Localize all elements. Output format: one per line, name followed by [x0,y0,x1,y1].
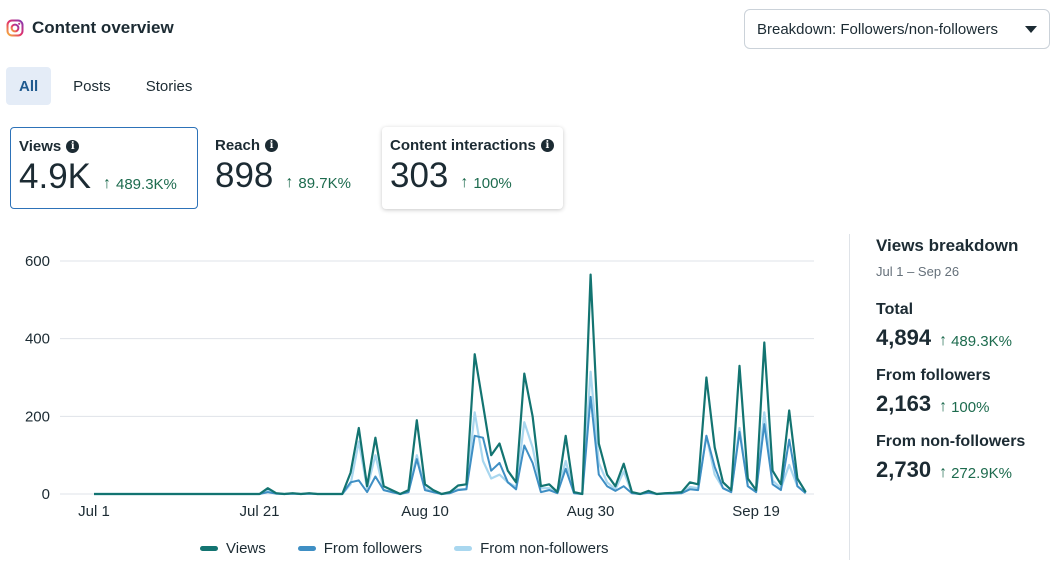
metric-label: Views [19,138,62,155]
legend-item-from-followers[interactable]: From followers [297,540,423,557]
metric-change: ↑ 489.3K% [103,175,177,193]
legend-swatch [200,546,218,551]
breakdown-label: Breakdown: Followers/non-followers [757,20,998,38]
page-title: Content overview [32,18,174,37]
tab-posts[interactable]: Posts [73,77,111,95]
x-tick-label: Jul 1 [78,503,110,520]
legend-item-views[interactable]: Views [200,540,266,557]
x-tick-label: Aug 30 [567,503,615,520]
metric-value: 4.9K [19,157,91,196]
info-icon[interactable]: i [540,139,554,152]
legend-item-from-non-followers[interactable]: From non-followers [454,540,608,557]
breakdown-change-value: 489.3K% [951,332,1012,350]
page-header: Content overview [6,18,174,38]
breakdown-change-value: 100% [951,398,990,416]
arrow-up-icon: ↑ [939,464,948,481]
instagram-icon [6,19,24,37]
breakdown-change: ↑ 272.9K% [939,464,1012,482]
breakdown-value: 2,163 [876,391,932,416]
metric-value: 303 [390,156,449,195]
breakdown-value: 4,894 [876,325,932,350]
breakdown-change: ↑ 100% [939,398,989,416]
breakdown-from-followers: From followers 2,163 ↑ 100% [876,367,1054,417]
breakdown-total: Total 4,894 ↑ 489.3K% [876,301,1054,351]
info-icon[interactable]: i [265,139,279,152]
metric-card-views[interactable]: Views i 4.9K ↑ 489.3K% [10,127,198,209]
views-chart-svg[interactable]: 0 200 400 600 Jul 1 Jul 21 Aug 10 Aug 30 Sep 19 [0,230,830,562]
metric-change: ↑ 89.7K% [285,174,351,192]
metric-card-content-interactions[interactable]: Content interactions i 303 ↑ 100% [382,127,563,209]
panel-divider [849,234,850,560]
legend-swatch [454,546,473,551]
metric-label: Reach [215,137,261,154]
breakdown-value: 2,730 [876,457,932,482]
content-tabs: All Posts Stories [6,67,214,105]
metric-card-reach[interactable]: Reach i 898 ↑ 89.7K% [207,127,375,209]
legend-label: From non-followers [480,540,609,557]
metric-change-value: 489.3K% [116,175,177,193]
breakdown-change: ↑ 489.3K% [939,332,1012,350]
breakdown-from-non-followers: From non-followers 2,730 ↑ 272.9K% [876,433,1054,483]
arrow-up-icon: ↑ [460,174,469,191]
series-line-views [94,273,807,496]
metric-change-value: 89.7K% [298,174,351,192]
legend-swatch [297,546,316,551]
arrow-up-icon: ↑ [285,174,294,191]
arrow-up-icon: ↑ [939,398,948,415]
x-tick-label: Jul 21 [240,503,280,520]
y-tick-label: 0 [42,486,50,503]
y-tick-label: 400 [25,331,50,348]
y-tick-label: 200 [25,408,50,425]
breakdown-label: Total [876,301,914,318]
y-tick-label: 600 [25,253,50,270]
x-tick-label: Aug 10 [401,503,449,520]
tab-all[interactable]: All [6,67,52,105]
x-tick-label: Sep 19 [732,503,780,520]
chart-legend: Views From followers From non-followers [200,540,608,557]
breakdown-label: From followers [876,367,991,384]
breakdown-change-value: 272.9K% [951,464,1012,482]
arrow-up-icon: ↑ [939,332,948,349]
tab-stories[interactable]: Stories [145,77,193,95]
breakdown-dropdown[interactable]: Breakdown: Followers/non-followers [744,9,1050,49]
legend-label: From followers [323,540,423,557]
legend-label: Views [226,540,266,557]
info-icon[interactable]: i [66,140,80,153]
caret-down-icon [1025,25,1037,33]
metric-label: Content interactions [390,137,536,154]
arrow-up-icon: ↑ [103,175,111,192]
metric-change: ↑ 100% [460,174,511,192]
breakdown-label: From non-followers [876,433,1026,450]
views-chart[interactable]: 0 200 400 600 Jul 1 Jul 21 Aug 10 Aug 30 Sep 19 [0,230,830,562]
metric-change-value: 100% [473,174,512,192]
views-breakdown-title: Views breakdown [876,236,1019,255]
metric-value: 898 [215,156,274,195]
date-range: Jul 1 – Sep 26 [876,264,960,279]
views-breakdown-panel: Views breakdown Jul 1 – Sep 26 Total 4,8… [876,236,1054,483]
